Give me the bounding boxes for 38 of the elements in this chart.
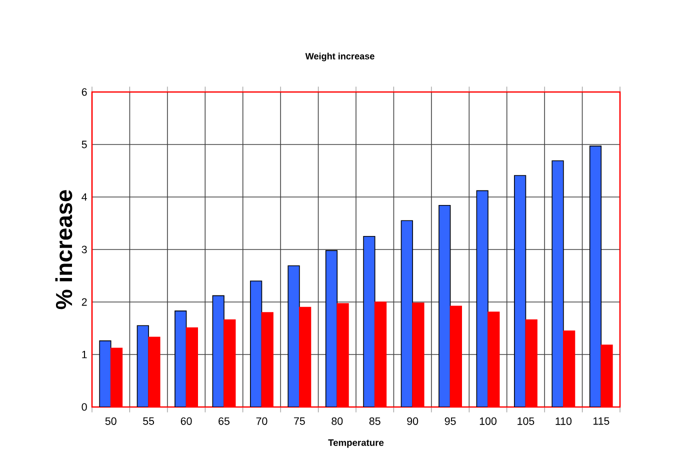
y-tick-label: 4 (82, 193, 87, 201)
x-tick-label: 50 (105, 417, 116, 425)
y-tick-label: 5 (82, 140, 87, 148)
bar (99, 340, 112, 407)
y-axis-title: % increase (55, 190, 72, 310)
bar (212, 295, 224, 407)
x-tick-label: 75 (294, 417, 305, 425)
x-axis-title: Temperature (328, 439, 384, 448)
x-tick-label: 90 (407, 417, 418, 425)
y-tick-label: 0 (82, 403, 87, 411)
bar (552, 160, 564, 407)
bar (438, 204, 451, 407)
bar (288, 265, 300, 407)
x-tick-label: 105 (518, 417, 534, 425)
bar (476, 190, 488, 407)
y-tick-label: 1 (82, 350, 87, 358)
x-tick-label: 65 (218, 417, 230, 425)
x-tick-label: 80 (332, 417, 343, 425)
bar (589, 146, 602, 407)
x-tick-label: 110 (556, 417, 572, 425)
y-tick-label: 6 (82, 88, 87, 96)
x-tick-label: 85 (369, 417, 380, 425)
x-tick-label: 95 (444, 417, 456, 425)
x-tick-label: 115 (593, 417, 610, 425)
chart-title: Weight increase (305, 52, 374, 62)
y-tick-label: 3 (82, 246, 87, 254)
bar (400, 220, 413, 407)
x-tick-label: 100 (480, 417, 496, 425)
x-tick-label: 55 (143, 417, 154, 425)
bar (514, 175, 526, 407)
y-tick-label: 2 (82, 298, 87, 306)
x-tick-label: 60 (180, 417, 192, 425)
bar (136, 325, 149, 407)
bar (250, 280, 262, 407)
bar (363, 236, 376, 407)
x-tick-label: 70 (256, 417, 268, 425)
bar (325, 250, 338, 407)
bar (174, 310, 187, 407)
